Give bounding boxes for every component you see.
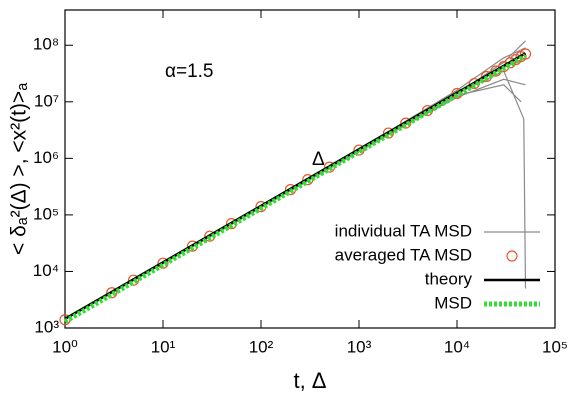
x-axis-label: t, Δ (293, 368, 326, 393)
y-tick-label: 10³ (34, 317, 59, 336)
plot-frame (64, 9, 556, 329)
series-line (63, 53, 527, 324)
x-tick-label: 10³ (347, 337, 372, 356)
marker (504, 57, 516, 69)
legend-label: MSD (434, 293, 472, 312)
marker (106, 287, 118, 299)
y-tick-label: 10⁵ (33, 204, 59, 223)
marker (400, 117, 412, 129)
y-tick-label: 10⁷ (34, 91, 59, 110)
legend-marker (506, 250, 518, 262)
annotation: α=1.5 (165, 61, 214, 82)
y-axis-label: < δₐ²(Δ) >, <x²(t)>ₐ (8, 83, 31, 255)
x-tick-label: 10² (249, 337, 274, 356)
y-tick-label: 10⁶ (33, 148, 59, 167)
x-tick-label: 10⁵ (542, 337, 568, 356)
x-tick-label: 10⁴ (444, 337, 470, 356)
legend-label: theory (425, 269, 473, 288)
marker (353, 144, 365, 156)
marker (421, 104, 434, 117)
marker (157, 257, 169, 269)
x-tick-label: 10¹ (151, 337, 176, 356)
legend-label: individual TA MSD (335, 221, 472, 240)
x-tick-label: 10⁰ (52, 337, 78, 356)
marker (519, 48, 532, 60)
y-tick-label: 10⁸ (33, 35, 59, 54)
marker (382, 127, 395, 139)
annotation: Δ (312, 149, 325, 170)
y-tick-label: 10⁴ (33, 261, 59, 280)
legend-label: averaged TA MSD (335, 245, 472, 264)
marker (127, 274, 140, 286)
